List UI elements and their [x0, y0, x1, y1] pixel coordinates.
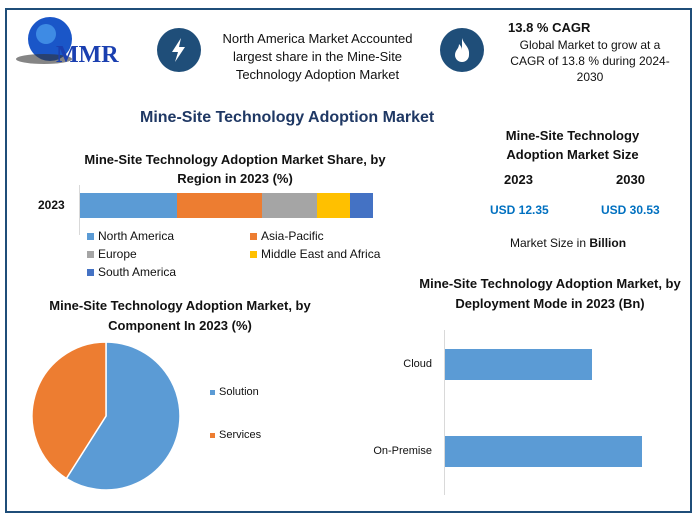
region-segment-asia-pacific [176, 193, 262, 218]
region-legend-item: North America [87, 229, 174, 243]
legend-swatch [250, 232, 257, 240]
legend-label: Solution [219, 386, 259, 398]
legend-swatch [87, 268, 94, 276]
legend-swatch [210, 432, 215, 438]
region-legend-item: Europe [87, 247, 137, 261]
flame-icon [440, 28, 484, 72]
legend-label: South America [98, 265, 177, 279]
value-2030: USD 30.53 [601, 203, 660, 217]
deployment-axis [444, 330, 445, 495]
value-2023: USD 12.35 [490, 203, 549, 217]
legend-label: North America [98, 229, 175, 243]
pie-slice-services [31, 341, 107, 480]
legend-swatch [87, 250, 94, 258]
region-segment-north-america [80, 193, 177, 218]
note-unit: Billion [589, 236, 627, 250]
region-stacked-bar [80, 193, 373, 218]
region-legend-item: Middle East and Africa [250, 247, 380, 261]
deployment-category-label: Cloud [403, 358, 432, 370]
deployment-category-label: On-Premise [373, 445, 432, 457]
cagr-text: Global Market to grow at a CAGR of 13.8 … [510, 38, 670, 84]
deployment-bar-cloud [445, 349, 593, 380]
deployment-chart-title: Mine-Site Technology Adoption Market, by… [419, 276, 681, 311]
component-pie [31, 341, 181, 491]
region-legend-item: South America [87, 265, 176, 279]
legend-label: Asia-Pacific [261, 229, 324, 243]
lightning-icon [157, 28, 201, 72]
pie-slice-solution [65, 341, 181, 491]
note-prefix: Market Size in [510, 236, 590, 250]
infographic-frame [5, 8, 692, 513]
region-category-label: 2023 [38, 198, 65, 212]
region-axis [79, 185, 80, 235]
region-legend-item: Asia-Pacific [250, 229, 324, 243]
legend-swatch [87, 232, 94, 240]
highlight-text: North America Market Accounted largest s… [222, 31, 413, 82]
legend-swatch [250, 250, 257, 258]
legend-label: Middle East and Africa [261, 247, 381, 261]
legend-swatch [210, 389, 215, 395]
year-2023: 2023 [504, 172, 533, 187]
year-2030: 2030 [616, 172, 645, 187]
market-size-note: Market Size in Billion [510, 236, 626, 250]
deployment-bar-on-premise [445, 436, 642, 467]
legend-label: Services [219, 429, 262, 441]
region-segment-middle-east-and-africa [317, 193, 350, 218]
globe-icon [16, 17, 72, 64]
market-size-title: Mine-Site Technology Adoption Market Siz… [505, 128, 640, 162]
region-chart-title: Mine-Site Technology Adoption Market Sha… [84, 152, 386, 186]
legend-label: Europe [98, 247, 137, 261]
region-segment-europe [261, 193, 318, 218]
component-chart-title: Mine-Site Technology Adoption Market, by… [49, 298, 311, 333]
legend-solution: Solution [210, 386, 259, 398]
cagr-block: 13.8 % CAGR Global Market to grow at a C… [490, 20, 690, 85]
legend-services: Services [210, 429, 261, 441]
main-title: Mine-Site Technology Adoption Market [140, 109, 435, 126]
region-segment-south-america [349, 193, 373, 218]
cagr-title: 13.8 % CAGR [508, 20, 591, 35]
mmr-logo: MMR [14, 14, 119, 74]
